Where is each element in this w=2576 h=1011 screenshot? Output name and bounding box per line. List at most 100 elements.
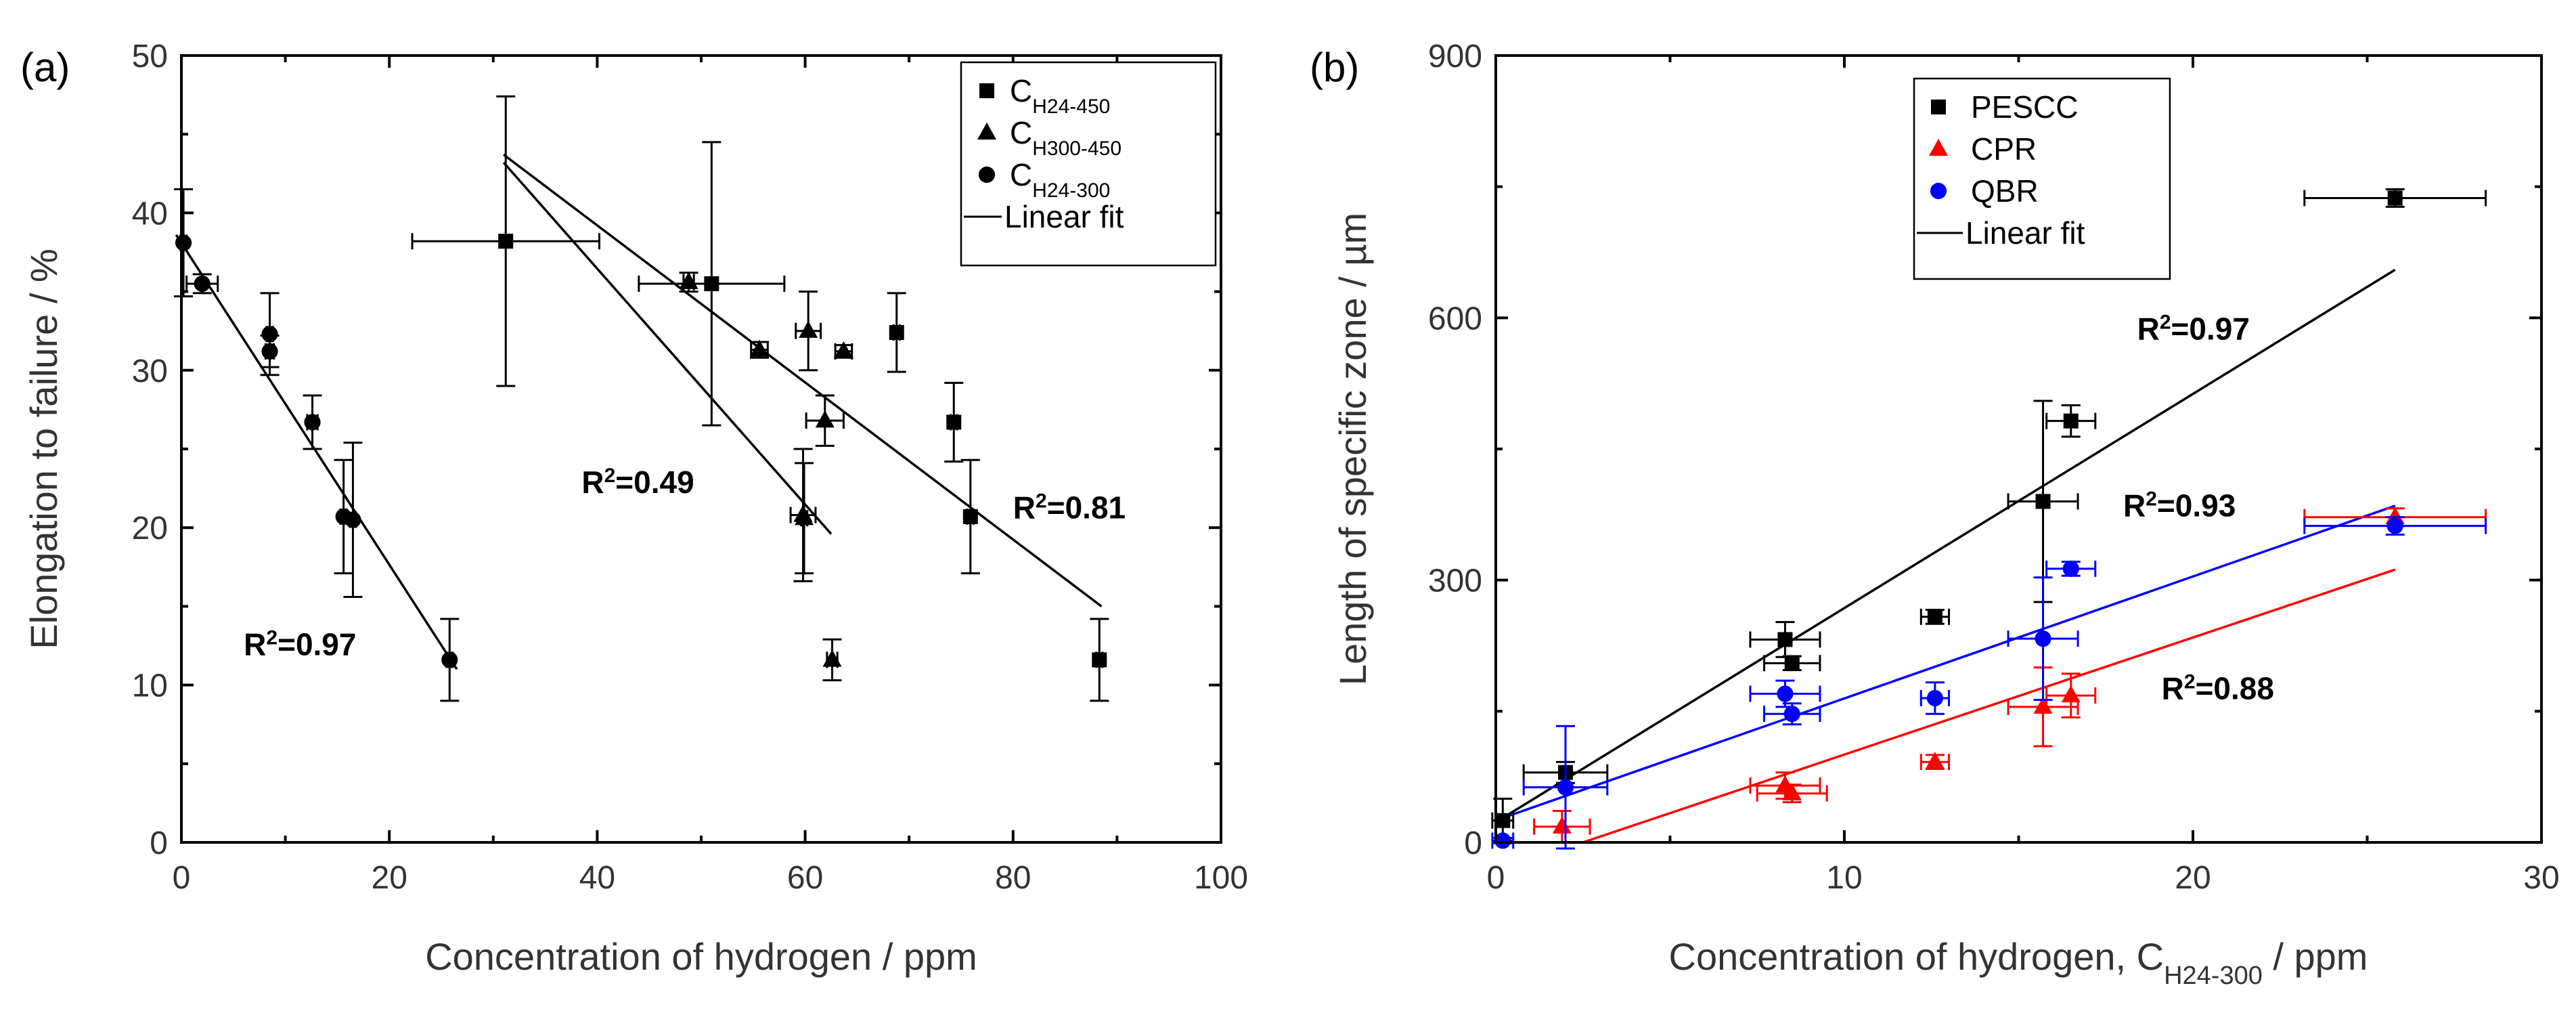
fit-line	[502, 161, 832, 535]
legend-label: QBR	[1971, 173, 2039, 209]
r2-value: =0.81	[1047, 490, 1126, 525]
y-tick-label: 0	[150, 825, 168, 861]
r2-annotation: R2=0.88	[2162, 670, 2274, 706]
error-bar	[2045, 672, 2097, 718]
legend-entry: CH300-450	[977, 115, 1122, 160]
fit-line	[1582, 568, 2396, 844]
legend-entry-fit: Linear fit	[964, 199, 1124, 234]
data-point	[2061, 685, 2081, 703]
data-point	[1926, 689, 1943, 707]
data-point	[1092, 652, 1107, 668]
panel-a-y-axis-title: Elongation to failure / %	[22, 249, 65, 649]
legend-label-sub: H24-450	[1032, 95, 1110, 118]
r2-annotation: R2=0.97	[2137, 311, 2250, 347]
legend-label: CH24-300	[1010, 157, 1110, 202]
x-tick-label: 80	[995, 860, 1031, 896]
panel-a-label: (a)	[20, 45, 70, 90]
data-point	[795, 508, 814, 525]
data-point	[962, 509, 978, 524]
r2-superscript: 2	[2160, 311, 2171, 333]
y-tick-label: 0	[1464, 825, 1482, 861]
series-triangle	[679, 272, 853, 682]
data-point	[946, 414, 962, 430]
panel-b-legend: PESCC CPR QBR Linear fit	[1913, 77, 2171, 280]
legend-marker	[977, 122, 997, 140]
x-tick-label: 0	[173, 860, 191, 896]
x-tick-label: 0	[1487, 860, 1505, 896]
r2-annotation: R2=0.97	[244, 626, 356, 662]
fit-line	[503, 154, 1103, 607]
legend-marker	[1931, 100, 1946, 114]
legend-label-main: C	[1010, 73, 1032, 108]
data-point	[2386, 517, 2403, 534]
legend-marker	[979, 83, 994, 98]
fit-line	[1502, 268, 2396, 819]
y-tick-label: 900	[1428, 39, 1482, 74]
legend-label: CH24-450	[1010, 73, 1110, 118]
data-point	[889, 325, 904, 341]
r2-value: =0.97	[277, 626, 356, 662]
legend-fit-label: Linear fit	[1004, 199, 1124, 234]
legend-label: CH300-450	[1010, 115, 1122, 160]
r2-symbol: R	[2162, 670, 2184, 706]
legend-label-main: C	[1010, 157, 1032, 192]
legend-entry-fit: Linear fit	[1917, 215, 2085, 251]
x-tick-label: 100	[1194, 860, 1248, 896]
r2-symbol: R	[244, 626, 266, 662]
data-point	[815, 410, 835, 428]
legend-label-sub: H300-450	[1032, 137, 1122, 160]
legend-box	[960, 61, 1217, 267]
data-point	[834, 341, 853, 359]
x-tick-label: 20	[372, 860, 407, 896]
r2-annotation: R2=0.93	[2123, 488, 2236, 523]
r2-annotation: R2=0.49	[581, 465, 694, 500]
legend-label-main: QBR	[1971, 173, 2039, 209]
x-tick-label: 30	[2523, 860, 2559, 896]
data-point	[704, 276, 719, 291]
data-point	[345, 511, 361, 528]
r2-superscript: 2	[604, 465, 616, 487]
series-square	[411, 95, 1109, 702]
data-point	[679, 272, 698, 289]
r2-superscript: 2	[1036, 490, 1047, 512]
data-point	[175, 234, 192, 251]
data-point	[2387, 190, 2403, 206]
x-tick-label: 60	[787, 860, 823, 896]
x-tick-label: 20	[2175, 860, 2211, 896]
r2-value: =0.97	[2171, 311, 2250, 347]
panel-b-y-ticks: 0 300 600 900	[1428, 39, 2541, 861]
r2-value: =0.49	[615, 465, 694, 500]
panel-b-label: (b)	[1310, 45, 1359, 90]
data-point	[1925, 752, 1945, 769]
data-point	[261, 343, 278, 360]
data-point	[498, 234, 514, 249]
legend-entry: PESCC	[1931, 89, 2078, 125]
data-point	[2035, 494, 2051, 509]
data-point	[194, 275, 210, 293]
data-point	[261, 326, 278, 343]
y-tick-label: 600	[1428, 301, 1482, 337]
panel-b-x-axis-title: Concentration of hydrogen, CH24-300 / pp…	[1669, 935, 2368, 990]
panel-b-x-axis-title-sub: H24-300	[2164, 962, 2263, 990]
series-circle	[1491, 516, 2487, 850]
y-tick-label: 30	[132, 353, 168, 389]
y-tick-label: 50	[132, 39, 168, 74]
panel-b-x-axis-title-main: Concentration of hydrogen, C	[1669, 935, 2164, 978]
series-triangle	[1533, 507, 2487, 844]
data-point	[799, 320, 818, 338]
r2-symbol: R	[1013, 490, 1036, 525]
legend-label: PESCC	[1971, 89, 2078, 125]
panel-a-data-points	[174, 95, 1109, 702]
legend-entry: CPR	[1928, 131, 2037, 167]
panel-b-fit-lines	[1502, 268, 2396, 844]
legend-label-main: CPR	[1971, 131, 2037, 167]
r2-symbol: R	[2123, 488, 2146, 523]
r2-symbol: R	[2137, 311, 2160, 347]
legend-marker	[1930, 182, 1947, 200]
r2-annotation: R2=0.81	[1013, 490, 1126, 525]
legend-entry: CH24-450	[979, 73, 1110, 118]
